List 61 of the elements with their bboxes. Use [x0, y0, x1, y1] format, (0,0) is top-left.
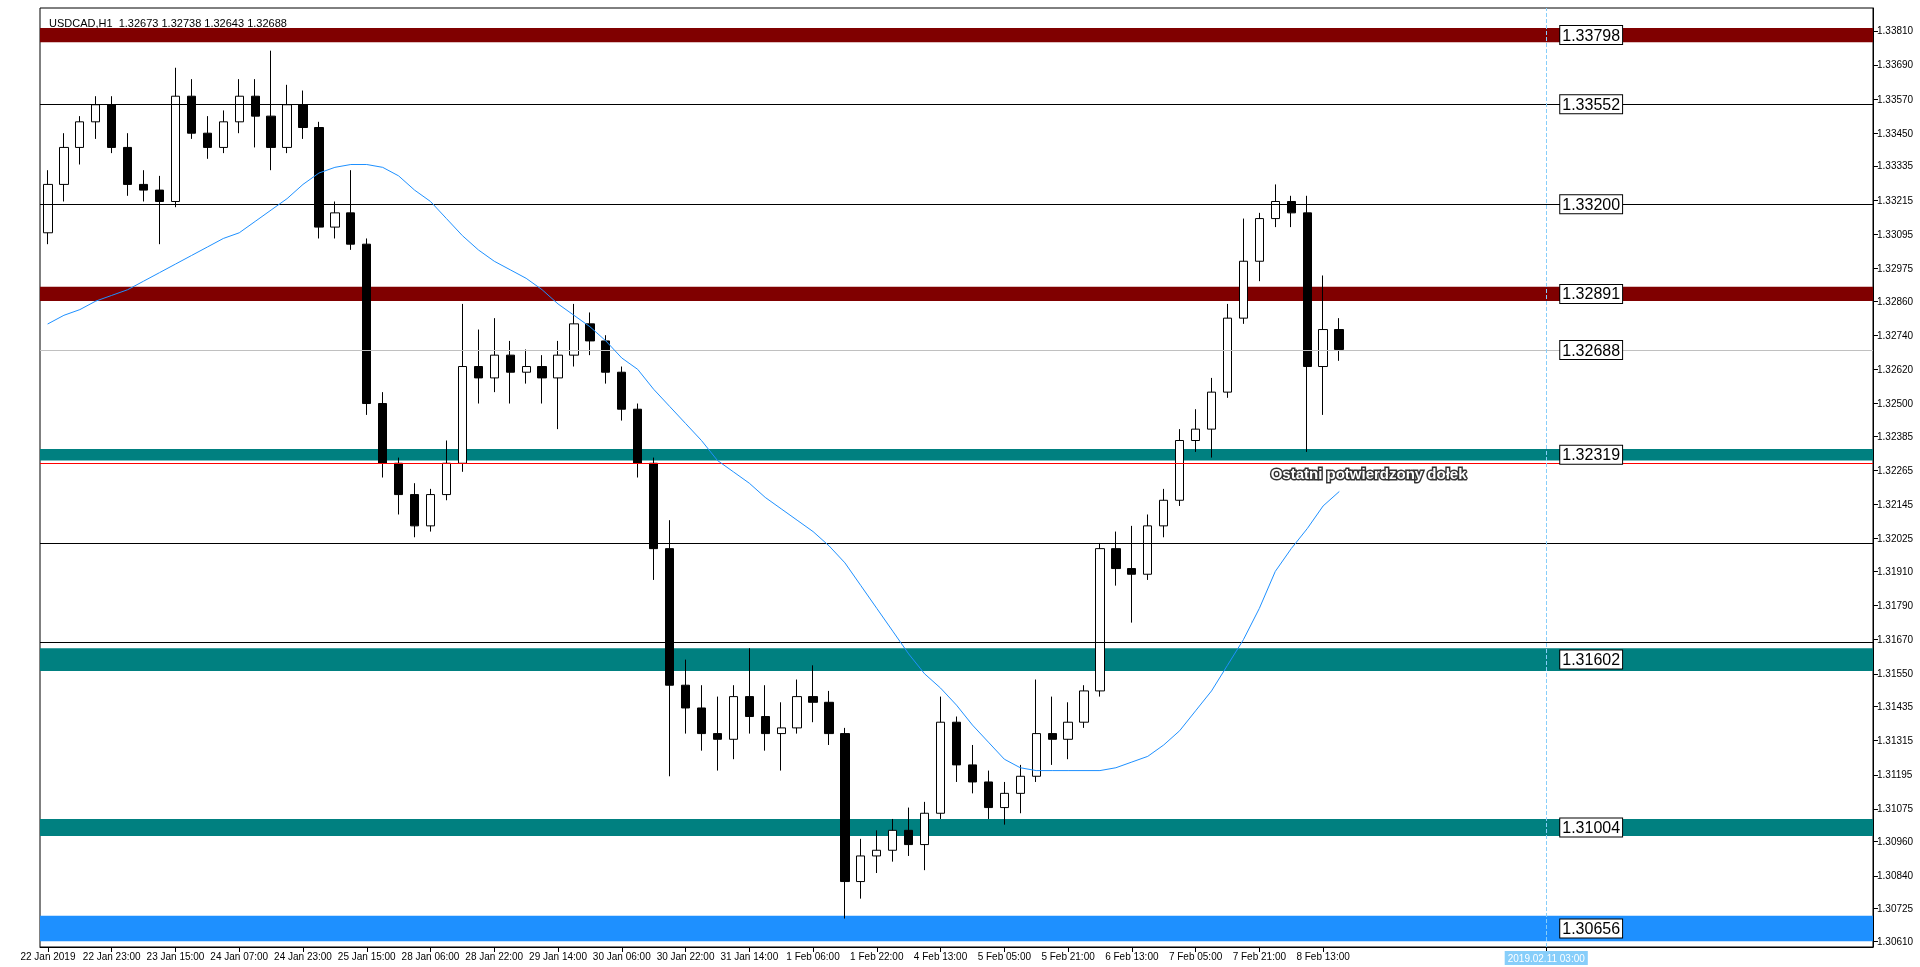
x-tick-label: 25 Jan 15:00 — [337, 950, 397, 962]
x-tick-label: 2019.02.11 03:00 — [1507, 952, 1586, 964]
x-tick-label: 28 Jan 22:00 — [465, 950, 524, 962]
x-tick-label: 1 Feb 22:00 — [850, 950, 904, 962]
y-tick-label: 1.31670 — [1877, 634, 1914, 646]
band-label: 1.32891 — [1562, 285, 1621, 303]
y-tick-label: 1.32620 — [1877, 363, 1914, 375]
y-tick-label: 1.32385 — [1877, 430, 1914, 442]
x-tick-label: 8 Feb 13:00 — [1296, 950, 1351, 962]
y-tick-label: 1.31075 — [1877, 803, 1914, 815]
x-tick-label: 30 Jan 06:00 — [592, 950, 652, 962]
x-tick-label: 7 Feb 05:00 — [1168, 950, 1223, 962]
x-tick-label: 6 Feb 13:00 — [1105, 950, 1159, 962]
band-label: 1.30656 — [1562, 920, 1621, 937]
x-tick-label: 5 Feb 05:00 — [977, 950, 1032, 962]
y-tick-label: 1.31195 — [1877, 769, 1913, 781]
x-tick-label: 23 Jan 15:00 — [146, 950, 205, 962]
y-tick-label: 1.33215 — [1877, 194, 1914, 206]
y-tick-label: 1.31550 — [1877, 668, 1914, 680]
x-tick-label: 30 Jan 22:00 — [656, 950, 715, 962]
y-tick-label: 1.33095 — [1877, 228, 1914, 240]
x-tick-label: 31 Jan 14:00 — [720, 950, 779, 962]
x-tick-label: 22 Jan 23:00 — [82, 950, 142, 962]
x-tick-label: 7 Feb 21:00 — [1232, 950, 1287, 962]
y-tick-label: 1.33335 — [1877, 160, 1914, 172]
y-tick-label: 1.30610 — [1877, 935, 1914, 947]
band-label: 1.33798 — [1562, 26, 1621, 44]
y-tick-label: 1.32740 — [1877, 329, 1914, 341]
y-tick-label: 1.30840 — [1877, 870, 1914, 882]
y-tick-label: 1.33450 — [1877, 127, 1914, 139]
y-tick-label: 1.32145 — [1877, 499, 1914, 511]
ref-line-label: 1.33552 — [1562, 95, 1621, 113]
y-tick-label: 1.32975 — [1877, 262, 1914, 274]
y-tick-label: 1.31435 — [1877, 701, 1914, 713]
x-tick-label: 24 Jan 07:00 — [210, 950, 269, 962]
x-tick-label: 1 Feb 06:00 — [786, 950, 841, 962]
y-tick-label: 1.31315 — [1877, 735, 1914, 747]
y-tick-label: 1.32500 — [1877, 398, 1914, 410]
band-label: 1.31602 — [1562, 651, 1621, 669]
y-tick-label: 1.33690 — [1877, 59, 1914, 71]
x-tick-label: 22 Jan 2019 — [20, 950, 76, 962]
x-tick-label: 29 Jan 14:00 — [529, 950, 588, 962]
x-tick-label: 5 Feb 21:00 — [1041, 950, 1096, 962]
x-tick-label: 24 Jan 23:00 — [274, 950, 333, 962]
y-tick-label: 1.31910 — [1877, 565, 1914, 577]
y-tick-label: 1.30960 — [1877, 836, 1914, 848]
ref-line-label: 1.33200 — [1562, 195, 1621, 213]
y-tick-label: 1.32265 — [1877, 464, 1914, 476]
y-tick-label: 1.30725 — [1877, 903, 1914, 915]
y-tick-label: 1.31790 — [1877, 600, 1914, 612]
ref-line-label: 1.32688 — [1562, 341, 1621, 359]
band-label: 1.31004 — [1562, 818, 1621, 836]
y-tick-label: 1.33570 — [1877, 93, 1914, 105]
y-tick-label: 1.32860 — [1877, 295, 1914, 307]
y-tick-label: 1.32025 — [1877, 533, 1914, 545]
annotation: Ostatni potwierdzony dołek — [1270, 465, 1468, 483]
band-label: 1.32319 — [1562, 446, 1621, 464]
x-tick-label: 4 Feb 13:00 — [913, 950, 968, 962]
x-tick-label: 28 Jan 06:00 — [401, 950, 460, 962]
text: USDCAD,H1 1.32673 1.32738 1.32643 1.32688 — [49, 16, 287, 29]
y-tick-label: 1.33810 — [1877, 25, 1914, 37]
